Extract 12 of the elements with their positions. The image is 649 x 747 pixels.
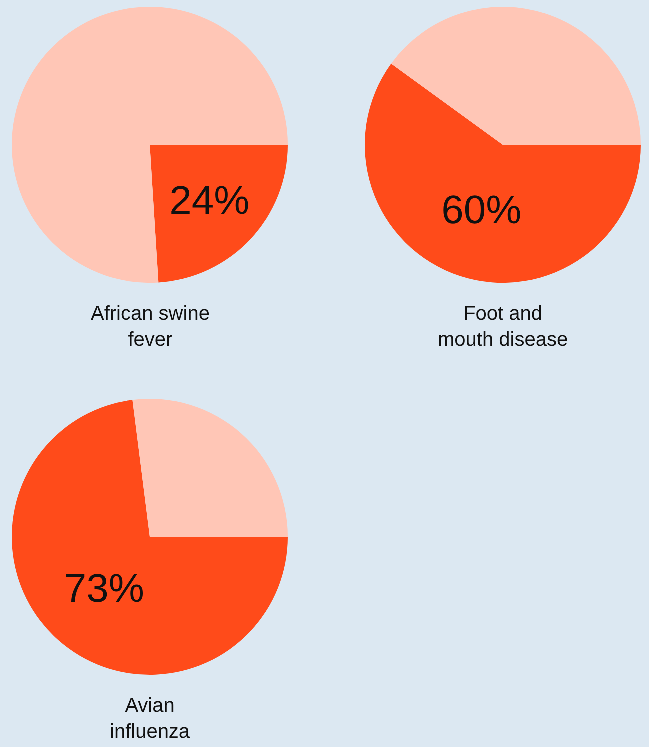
- data-label: 60%: [442, 188, 522, 233]
- text: Avian influenza: [110, 695, 191, 743]
- pie-slice: [12, 7, 288, 283]
- pie-slice: [132, 399, 288, 537]
- text: Foot and mouth disease: [438, 303, 568, 351]
- pie-slice: [391, 7, 641, 145]
- data-label: 73%: [64, 566, 144, 611]
- pie-slice: [12, 400, 288, 675]
- pie-slice: [365, 64, 641, 283]
- pie-slice: [150, 145, 288, 283]
- text: African swine fever: [91, 303, 210, 351]
- data-label: 24%: [170, 179, 250, 224]
